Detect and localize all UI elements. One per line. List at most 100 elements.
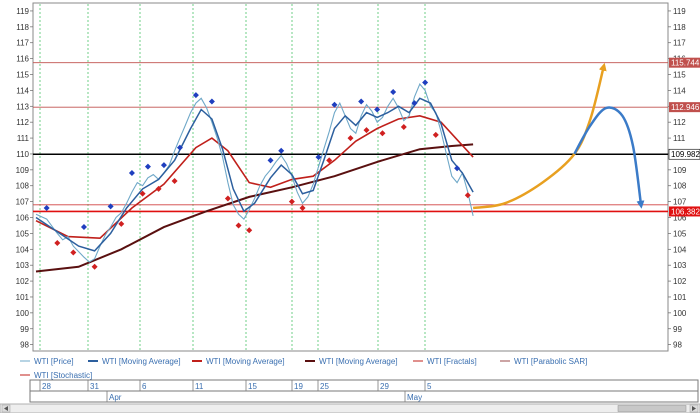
level-labels: 115.744 112.946 109.982 106.382 — [668, 57, 700, 217]
y-tick-label: 109 — [16, 166, 30, 175]
series-group — [35, 82, 474, 273]
fractal-up-mark — [454, 165, 461, 172]
date-labels: 28 31 6 11 15 19 25 29 5 Apr May — [39, 380, 432, 402]
y-tick-label: 107 — [16, 198, 30, 207]
fractal-up-mark — [390, 88, 397, 95]
y-tick-label: 105 — [16, 229, 30, 238]
y-tick-label: 111 — [17, 134, 30, 143]
y-tick-label: 117 — [673, 39, 686, 48]
legend: WTI [Price] WTI [Moving Average] WTI [Movi… — [20, 357, 587, 366]
fractal-down-mark — [347, 135, 354, 142]
y-tick-label: 100 — [673, 309, 687, 318]
day-label: 25 — [320, 382, 329, 391]
forecast-up-arrow — [472, 62, 607, 210]
y-tick-label: 99 — [673, 325, 682, 334]
fractal-up-mark — [411, 100, 418, 107]
month-label: Apr — [109, 393, 122, 402]
fractal-down-mark — [379, 130, 386, 137]
day-label: 19 — [294, 382, 303, 391]
y-tick-label: 107 — [673, 198, 687, 207]
y-tick-label: 110 — [16, 150, 29, 159]
y-tick-label: 114 — [673, 86, 686, 95]
price-line — [35, 82, 474, 263]
level-label: 112.946 — [671, 103, 700, 112]
y-tick-label: 112 — [673, 118, 686, 127]
y-tick-label: 113 — [16, 102, 29, 111]
fractal-up-mark — [192, 92, 199, 99]
day-strip — [29, 379, 699, 392]
legend-label: WTI [Moving Average] — [102, 357, 181, 366]
y-tick-label: 114 — [16, 86, 29, 95]
fractal-up-mark — [144, 163, 151, 170]
fractal-down-mark — [118, 220, 125, 227]
y-tick-label: 108 — [16, 182, 30, 191]
y-tick-label: 119 — [16, 7, 29, 16]
day-label: 29 — [380, 382, 389, 391]
legend-label: WTI [Moving Average] — [206, 357, 285, 366]
moving-average-mid-line — [35, 114, 474, 240]
y-tick-label: 115 — [673, 71, 686, 80]
level-label-box — [668, 148, 700, 160]
fractal-up-mark — [331, 101, 338, 108]
y-tick-label: 98 — [20, 341, 29, 350]
fractal-down-mark — [299, 204, 306, 211]
fractal-down-mark — [288, 198, 295, 205]
fractal-down-mark — [235, 222, 242, 229]
fractal-down-mark — [246, 227, 253, 234]
y-tick-label: 98 — [673, 341, 682, 350]
y-tick-label: 119 — [673, 7, 686, 16]
y-tick-label: 118 — [16, 23, 29, 32]
legend-label: WTI [Parabolic SAR] — [514, 357, 587, 366]
month-strip — [29, 390, 699, 403]
y-tick-label: 118 — [673, 23, 686, 32]
fractal-down-mark — [70, 249, 77, 256]
fractal-up-mark — [107, 203, 114, 210]
fractal-down-mark — [139, 190, 146, 197]
day-label: 5 — [427, 382, 432, 391]
level-label-box — [669, 57, 700, 68]
y-tick-label: 117 — [16, 39, 29, 48]
forecast-arrows — [472, 62, 645, 210]
plot-area — [32, 2, 669, 352]
fractal-up-mark — [80, 224, 87, 231]
legend-label: WTI [Fractals] — [427, 357, 477, 366]
y-tick-label: 105 — [673, 229, 687, 238]
day-label: 15 — [248, 382, 257, 391]
scroll-thumb[interactable] — [617, 405, 687, 412]
fractal-up-mark — [176, 144, 183, 151]
fractal-down-mark — [400, 123, 407, 130]
level-label: 109.982 — [671, 150, 700, 159]
y-tick-label: 103 — [673, 261, 687, 270]
legend-label: WTI [Stochastic] — [34, 371, 92, 380]
forecast-down-arrow — [573, 106, 645, 209]
fractal-up-mark — [128, 170, 135, 177]
fractal-up-mark — [267, 157, 274, 164]
month-label: May — [407, 393, 422, 402]
fractal-down-mark — [54, 239, 61, 246]
moving-average-fast-line — [35, 97, 474, 252]
y-tick-label: 108 — [673, 182, 687, 191]
y-tick-label: 112 — [16, 118, 29, 127]
fractal-up-mark — [422, 79, 429, 86]
y-tick-label: 101 — [16, 293, 30, 302]
y-tick-label: 100 — [16, 309, 30, 318]
day-label: 6 — [142, 382, 147, 391]
fractal-up-mark — [43, 204, 50, 211]
y-tick-label: 99 — [20, 325, 29, 334]
fractal-up-mark — [315, 154, 322, 161]
horizontal-scrollbar[interactable] — [0, 403, 700, 413]
fractal-up-mark — [160, 162, 167, 169]
fractal-marks — [43, 79, 471, 270]
fractal-down-mark — [464, 192, 471, 199]
fractal-down-mark — [363, 127, 370, 134]
legend-row-2: WTI [Stochastic] — [20, 371, 92, 380]
fractal-up-mark — [374, 106, 381, 113]
y-tick-label: 115 — [16, 71, 29, 80]
fractal-up-mark — [358, 98, 365, 105]
fractal-down-mark — [326, 157, 333, 164]
fractal-down-mark — [91, 263, 98, 270]
y-axis-left: 98 99 100 101 102 103 104 105 106 107 108 109 110 111… — [16, 7, 33, 350]
fractal-down-mark — [224, 195, 231, 202]
scroll-left-arrow-icon — [4, 406, 8, 411]
